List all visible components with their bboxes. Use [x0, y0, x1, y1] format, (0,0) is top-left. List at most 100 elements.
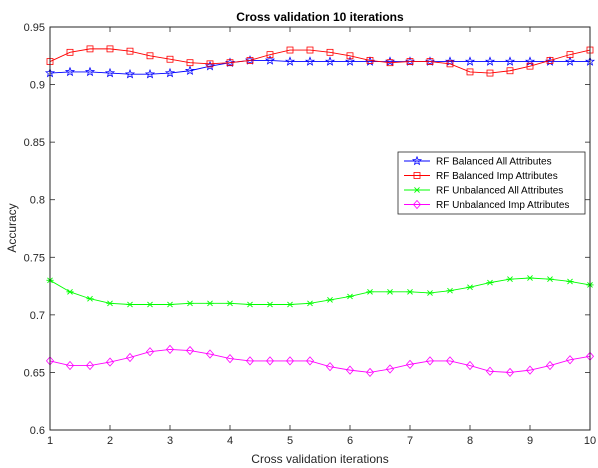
asterisk-stroke [487, 279, 493, 286]
asterisk-stroke [327, 297, 333, 303]
data-point [264, 55, 276, 65]
asterisk-stroke [414, 187, 420, 193]
data-point [246, 301, 254, 308]
data-point [225, 354, 235, 364]
series-line [49, 277, 591, 305]
data-point [166, 55, 174, 63]
legend-marker [412, 199, 422, 210]
data-point [284, 56, 296, 66]
data-point [444, 56, 456, 66]
data-point [346, 52, 354, 60]
data-point [366, 288, 374, 295]
y-axis-label: Accuracy [5, 203, 19, 252]
legend-entry-3: RF Unbalanced All Attributes [404, 186, 563, 197]
data-point [324, 56, 336, 66]
asterisk-stroke [167, 301, 173, 308]
series-layer [44, 45, 596, 378]
data-point [226, 59, 234, 67]
data-point [545, 360, 555, 371]
data-point [565, 355, 575, 365]
data-point [426, 290, 434, 296]
data-point [126, 47, 134, 55]
data-point [86, 295, 94, 302]
series-2 [46, 45, 594, 77]
data-point [164, 67, 176, 78]
data-point [326, 297, 334, 303]
asterisk-stroke [147, 301, 153, 308]
data-point [145, 347, 155, 357]
data-point [525, 365, 535, 375]
data-point [266, 51, 274, 59]
data-point [286, 46, 294, 54]
data-point [84, 66, 96, 77]
data-point [285, 356, 295, 366]
data-point [526, 62, 534, 70]
series-line [49, 59, 590, 75]
data-point [464, 56, 476, 66]
legend-label: RF Unbalanced All Attributes [436, 186, 563, 197]
data-point [245, 356, 255, 366]
data-point [386, 288, 394, 295]
legend-box [397, 151, 586, 215]
data-point [125, 352, 135, 363]
asterisk-stroke [267, 301, 273, 308]
data-point [106, 45, 114, 53]
ticks-layer: 1 2 3 4 5 6 7 8 9 10 0.6 0.65 0.7 0.75 0.8 0.85 0.9 0.95 [24, 22, 597, 447]
data-point [146, 52, 154, 60]
data-point [146, 301, 154, 308]
asterisk-stroke [207, 300, 213, 307]
x-tick-label: 2 [107, 435, 113, 447]
legend-marker [413, 187, 421, 193]
data-point [546, 276, 554, 283]
data-point [206, 300, 214, 307]
x-tick-label: 9 [527, 435, 533, 447]
data-point [325, 362, 335, 372]
x-tick-label: 4 [227, 435, 233, 447]
legend-label: RF Unbalanced Imp Attributes [436, 200, 569, 211]
data-point [286, 301, 294, 308]
data-point [366, 56, 374, 64]
data-point [104, 67, 116, 78]
series-line [49, 48, 591, 74]
x-tick-label: 5 [287, 435, 293, 447]
legend-entry-2: RF Balanced Imp Attributes [404, 171, 558, 182]
y-tick-label: 0.7 [30, 310, 45, 322]
data-point [385, 364, 395, 374]
data-point [246, 56, 254, 64]
data-point [566, 278, 574, 285]
data-point [306, 300, 314, 307]
legend-label: RF Balanced Imp Attributes [436, 171, 558, 182]
data-point [465, 360, 475, 371]
asterisk-stroke [187, 300, 193, 307]
series-line [49, 348, 591, 373]
data-point [65, 360, 75, 371]
data-point [425, 356, 435, 366]
asterisk-stroke [227, 300, 233, 307]
data-point [506, 67, 514, 75]
data-point [346, 293, 354, 300]
data-point [66, 48, 74, 56]
data-point [126, 301, 134, 308]
data-point [64, 66, 76, 77]
legend-marker [411, 155, 423, 166]
y-tick-label: 0.85 [24, 137, 45, 149]
data-point [105, 357, 115, 367]
data-point [144, 68, 156, 79]
data-point [305, 356, 315, 366]
plot-frame [49, 26, 591, 431]
data-point [406, 288, 414, 295]
asterisk-stroke [67, 288, 73, 295]
data-point [304, 56, 316, 66]
data-point [265, 356, 275, 366]
legend-marker [413, 172, 421, 179]
y-tick-label: 0.65 [24, 367, 45, 379]
data-point [546, 56, 554, 64]
legend: RF Balanced All Attributes RF Balanced Im… [397, 151, 586, 215]
data-point [86, 45, 94, 53]
plot-area [50, 27, 590, 430]
asterisk-stroke [427, 290, 433, 296]
series-4 [45, 344, 595, 378]
chart-title: Cross validation 10 iterations [236, 10, 404, 24]
asterisk-stroke [87, 295, 93, 302]
data-point [386, 59, 394, 67]
